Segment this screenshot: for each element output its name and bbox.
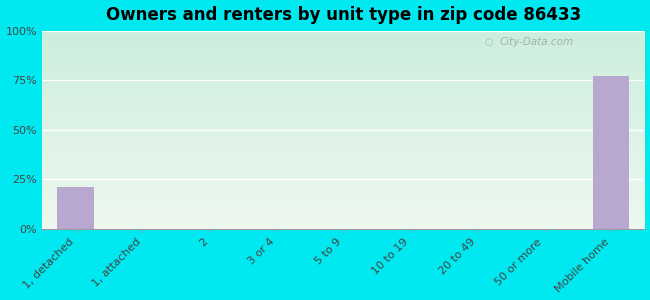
Text: City-Data.com: City-Data.com xyxy=(500,37,574,46)
Text: ○: ○ xyxy=(485,37,493,46)
Bar xyxy=(593,76,629,229)
Title: Owners and renters by unit type in zip code 86433: Owners and renters by unit type in zip c… xyxy=(105,6,581,24)
Bar xyxy=(57,188,94,229)
